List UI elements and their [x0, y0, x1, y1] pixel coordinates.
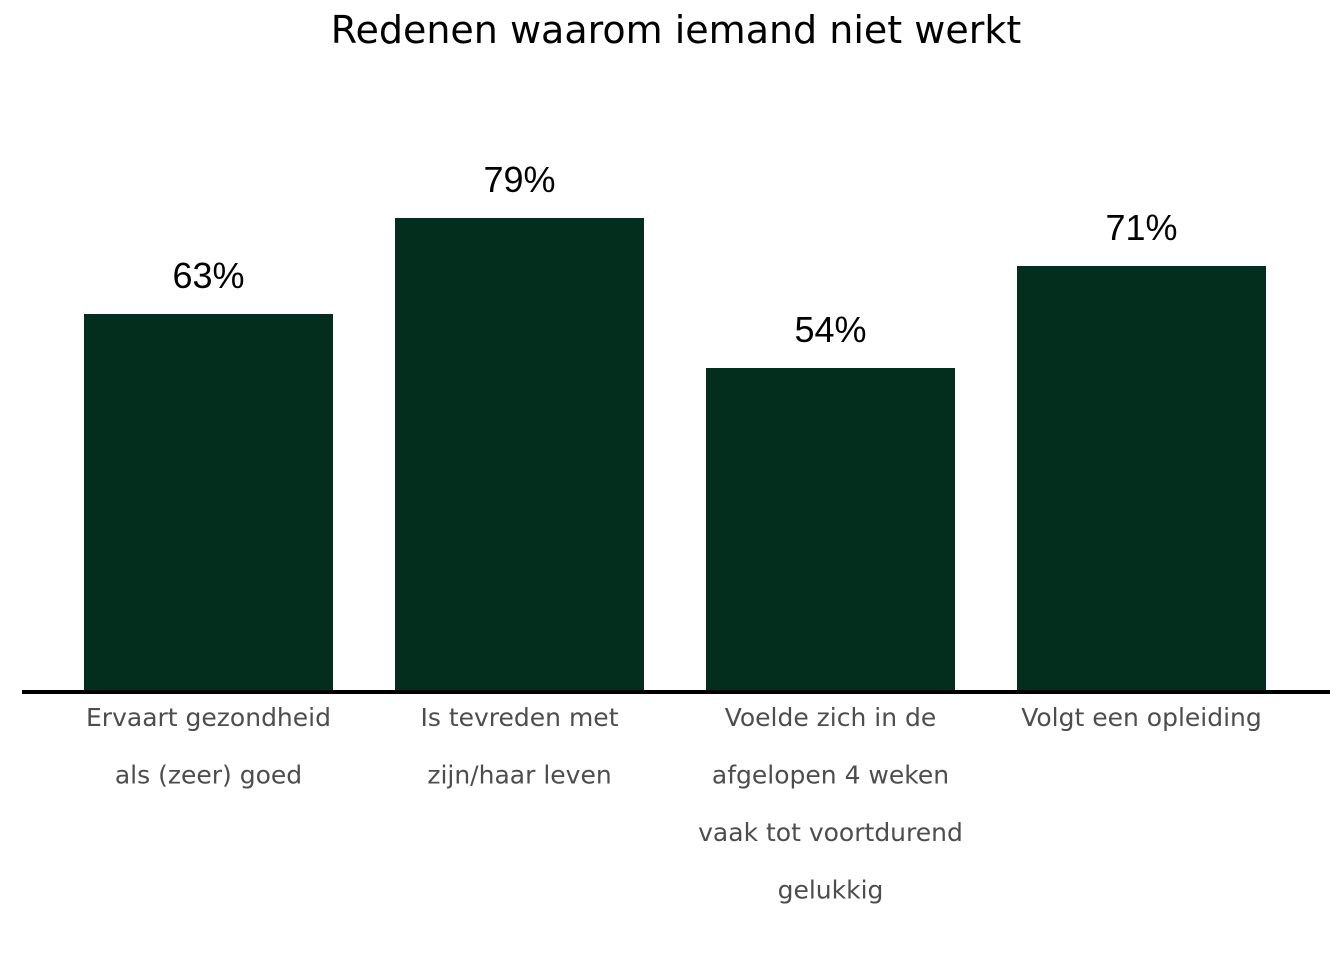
category-label-3-line-4: gelukkig	[778, 876, 884, 905]
bar-3	[706, 368, 955, 692]
bar-4	[1017, 266, 1266, 692]
category-label-2-line-1: Is tevreden met	[420, 703, 618, 732]
bars-layer	[84, 218, 1266, 692]
value-label-4: 71%	[1105, 207, 1177, 248]
chart-title: Redenen waarom iemand niet werkt	[331, 8, 1022, 52]
category-labels-layer: Ervaart gezondheid als (zeer) goed Is tevr…	[86, 703, 1262, 905]
category-label-3-line-3: vaak tot voortdurend	[698, 818, 963, 847]
value-label-2: 79%	[483, 159, 555, 200]
category-label-3-line-2: afgelopen 4 weken	[712, 761, 949, 790]
value-label-1: 63%	[172, 255, 244, 296]
category-label-1-line-2: als (zeer) goed	[115, 761, 302, 790]
bar-1	[84, 314, 333, 692]
value-labels-layer: 63% 79% 54% 71%	[172, 159, 1177, 350]
category-label-3-line-1: Voelde zich in de	[725, 703, 937, 732]
category-label-4-line-1: Volgt een opleiding	[1021, 703, 1262, 732]
category-label-1-line-1: Ervaart gezondheid	[86, 703, 331, 732]
category-label-2-line-2: zijn/haar leven	[427, 761, 611, 790]
bar-2	[395, 218, 644, 692]
value-label-3: 54%	[794, 309, 866, 350]
